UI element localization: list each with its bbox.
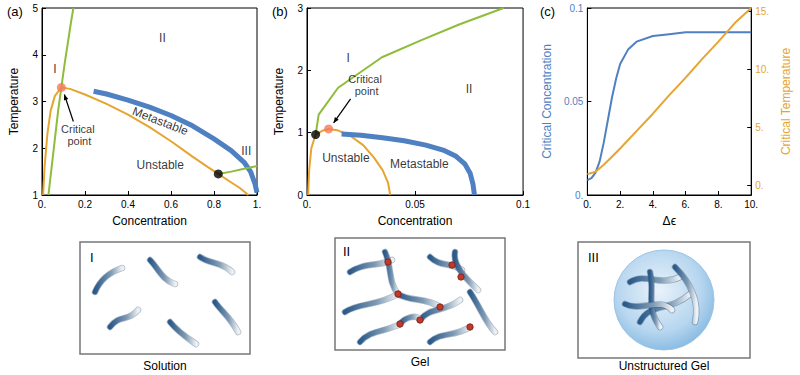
svg-text:Unstable: Unstable: [137, 158, 185, 172]
svg-text:Unstructured Gel: Unstructured Gel: [619, 359, 710, 373]
svg-text:0.1: 0.1: [569, 3, 583, 14]
svg-text:Critical: Critical: [61, 123, 98, 135]
svg-text:I: I: [346, 51, 349, 65]
svg-text:0.: 0.: [38, 199, 46, 210]
svg-text:3: 3: [32, 96, 38, 107]
svg-text:1: 1: [32, 189, 38, 201]
svg-text:Concentration: Concentration: [378, 214, 453, 228]
svg-text:(b): (b): [272, 4, 288, 19]
svg-text:2: 2: [297, 65, 303, 76]
svg-text:4: 4: [32, 49, 38, 60]
svg-text:0.2: 0.2: [78, 199, 92, 210]
svg-text:Unstable: Unstable: [322, 151, 370, 165]
svg-text:1.: 1.: [253, 199, 261, 210]
svg-text:0.05: 0.05: [564, 96, 584, 107]
svg-text:0.8: 0.8: [207, 199, 221, 210]
svg-text:Concentration: Concentration: [112, 214, 187, 228]
svg-text:0: 0: [297, 189, 303, 201]
svg-text:Temperature: Temperature: [7, 67, 21, 135]
svg-text:(a): (a): [7, 4, 23, 19]
svg-text:II: II: [159, 31, 166, 45]
svg-text:Δϵ: Δϵ: [663, 214, 676, 228]
svg-text:5.: 5.: [755, 122, 763, 133]
svg-text:10.: 10.: [744, 199, 758, 210]
svg-text:15.: 15.: [755, 6, 769, 17]
svg-text:0.: 0.: [303, 199, 311, 210]
svg-text:3: 3: [297, 3, 303, 14]
svg-text:Metastable: Metastable: [390, 157, 449, 171]
svg-text:III: III: [241, 144, 251, 158]
svg-text:I: I: [53, 62, 56, 76]
svg-text:Metastable: Metastable: [130, 104, 190, 138]
svg-text:Temperature: Temperature: [272, 67, 286, 135]
svg-text:point: point: [67, 135, 91, 147]
svg-text:0.4: 0.4: [121, 199, 135, 210]
svg-text:4.: 4.: [649, 199, 657, 210]
svg-text:Critical Temperature: Critical Temperature: [779, 48, 793, 155]
svg-text:8.: 8.: [714, 199, 722, 210]
svg-text:II: II: [466, 82, 473, 96]
svg-text:III: III: [588, 250, 599, 265]
svg-text:0.: 0.: [755, 180, 763, 191]
svg-text:I: I: [90, 250, 94, 265]
svg-text:Solution: Solution: [143, 359, 186, 373]
svg-text:II: II: [343, 244, 350, 259]
svg-text:Gel: Gel: [411, 355, 430, 369]
svg-text:0.: 0.: [583, 199, 591, 210]
svg-text:Critical Concentration: Critical Concentration: [540, 44, 554, 159]
svg-text:0.1: 0.1: [516, 199, 530, 210]
svg-text:2: 2: [32, 143, 38, 154]
svg-text:0.05: 0.05: [405, 199, 425, 210]
svg-text:Critical: Critical: [348, 73, 385, 85]
svg-text:(c): (c): [540, 4, 555, 19]
svg-text:6.: 6.: [681, 199, 689, 210]
svg-text:0.6: 0.6: [164, 199, 178, 210]
svg-text:5: 5: [32, 3, 38, 14]
svg-text:1: 1: [297, 127, 303, 138]
svg-text:0.: 0.: [575, 190, 583, 201]
svg-text:10.: 10.: [755, 64, 769, 75]
svg-text:point: point: [355, 85, 379, 97]
svg-text:2.: 2.: [616, 199, 624, 210]
